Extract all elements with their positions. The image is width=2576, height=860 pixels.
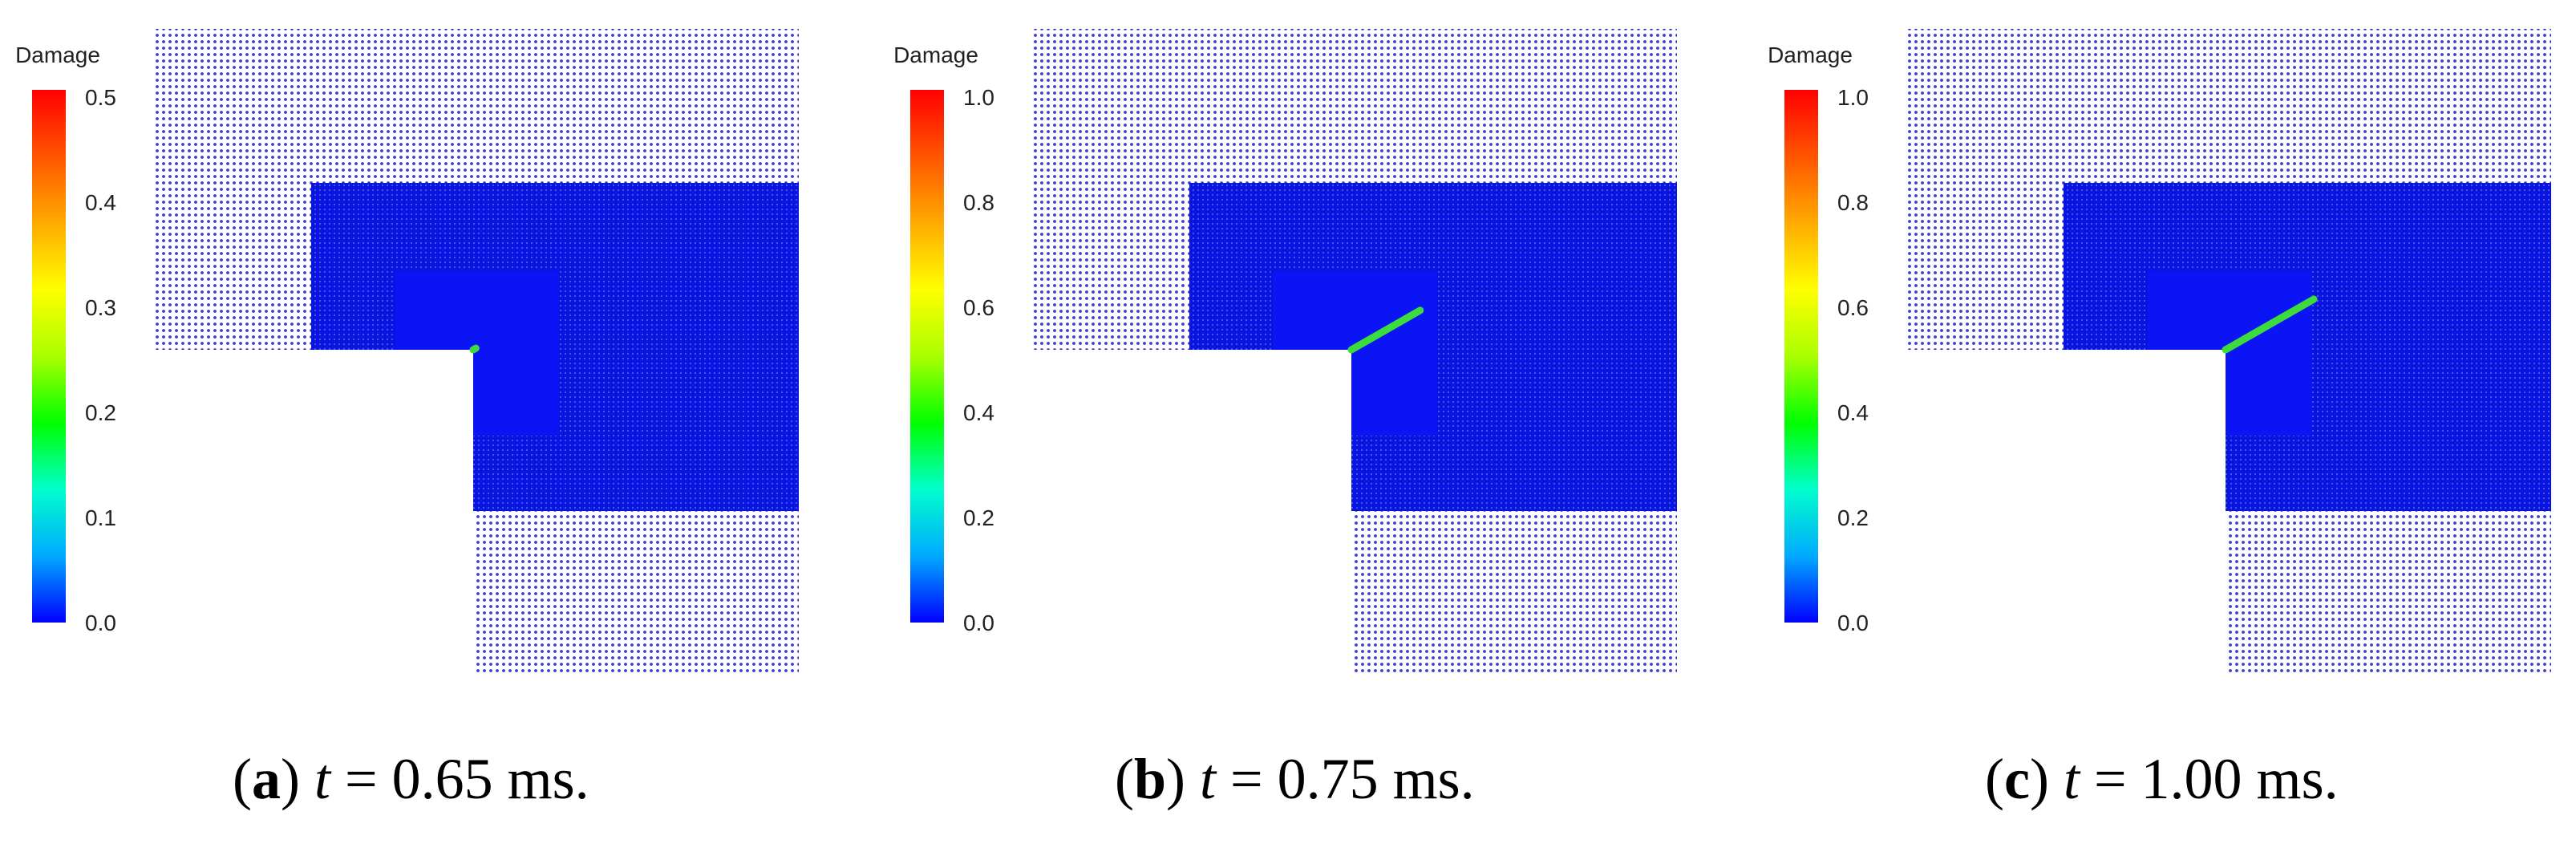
panel-b: Damage 1.0 0.8 0.6 0.4 0.2 0.0 (b) t = 0… xyxy=(878,0,1736,860)
colorbar-tick-label: 0.5 xyxy=(85,85,116,110)
panel-c: Damage 1.0 0.8 0.6 0.4 0.2 0.0 (c) t = 1… xyxy=(1752,0,2576,860)
colorbar-title: Damage xyxy=(1768,43,1853,67)
notch xyxy=(1189,350,1351,511)
colorbar xyxy=(32,90,66,623)
panel-c-figure: Damage 1.0 0.8 0.6 0.4 0.2 0.0 xyxy=(1768,29,2551,675)
colorbar-title: Damage xyxy=(893,43,978,67)
panel-b-figure: Damage 1.0 0.8 0.6 0.4 0.2 0.0 xyxy=(893,29,1677,675)
colorbar-tick-label: 0.6 xyxy=(1837,295,1869,320)
colorbar-tick-label: 0.6 xyxy=(963,295,994,320)
notch xyxy=(311,350,473,511)
colorbar-title: Damage xyxy=(15,43,100,67)
colorbar xyxy=(1784,90,1818,623)
panel-a: Damage 0.5 0.4 0.3 0.2 0.1 0.0 (a) t = 0… xyxy=(0,0,858,860)
crack-path xyxy=(2222,295,2318,354)
caption-letter: c xyxy=(2003,747,2030,811)
caption-time: = 1.00 ms. xyxy=(2079,747,2339,811)
caption-time: = 0.75 ms. xyxy=(1216,747,1475,811)
colorbar-tick-label: 0.4 xyxy=(85,190,116,215)
caption-letter: b xyxy=(1133,747,1167,811)
caption-letter: a xyxy=(251,747,281,811)
colorbar-tick-label: 0.8 xyxy=(1837,190,1869,215)
notch xyxy=(2064,350,2226,511)
colorbar-tick-label: 0.4 xyxy=(963,400,994,425)
caption-time-variable: t xyxy=(1200,747,1217,811)
crack-path xyxy=(469,344,480,354)
caption: (b) t = 0.75 ms. xyxy=(1115,747,1475,811)
colorbar-tick-label: 0.8 xyxy=(963,190,994,215)
colorbar-tick-label: 0.2 xyxy=(963,505,994,530)
colorbar-tick-label: 0.4 xyxy=(1837,400,1869,425)
panel-a-figure: Damage 0.5 0.4 0.3 0.2 0.1 0.0 xyxy=(15,29,799,675)
colorbar-tick-label: 1.0 xyxy=(963,85,994,110)
colorbar-tick-label: 0.0 xyxy=(963,611,994,635)
caption-time-variable: t xyxy=(314,747,330,811)
colorbar-tick-label: 0.0 xyxy=(85,611,116,635)
colorbar-tick-label: 0.3 xyxy=(85,295,116,320)
crack-path xyxy=(1347,306,1424,354)
colorbar-tick-label: 1.0 xyxy=(1837,85,1869,110)
colorbar-tick-label: 0.2 xyxy=(1837,505,1869,530)
caption: (a) t = 0.65 ms. xyxy=(233,747,589,811)
colorbar xyxy=(910,90,944,623)
caption-time: = 0.65 ms. xyxy=(330,747,589,811)
caption: (c) t = 1.00 ms. xyxy=(1985,747,2339,811)
caption-time-variable: t xyxy=(2063,747,2080,811)
colorbar-tick-label: 0.0 xyxy=(1837,611,1869,635)
colorbar-tick-label: 0.1 xyxy=(85,505,116,530)
colorbar-tick-label: 0.2 xyxy=(85,400,116,425)
